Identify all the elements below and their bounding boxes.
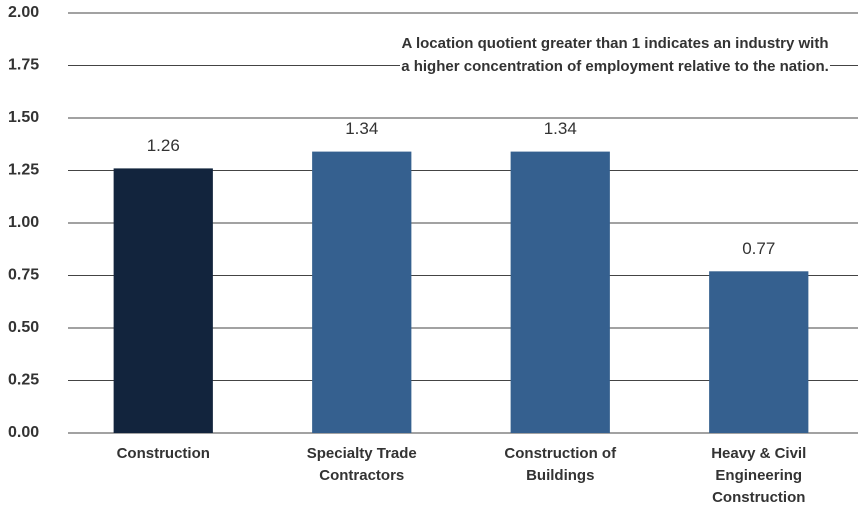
- y-tick-label: 1.50: [8, 109, 39, 126]
- data-label: 0.77: [742, 239, 775, 258]
- y-tick-label: 1.75: [8, 57, 39, 74]
- x-tick-label: Construction of Buildings: [504, 445, 617, 484]
- y-tick-label: 1.25: [8, 162, 39, 179]
- y-tick-label: 2.00: [8, 4, 39, 21]
- y-tick-label: 0.50: [8, 319, 39, 336]
- bar: [312, 151, 412, 433]
- y-tick-label: 1.00: [8, 214, 39, 231]
- bar: [709, 271, 809, 433]
- y-tick-label: 0.25: [8, 372, 39, 389]
- data-label: 1.34: [345, 119, 378, 138]
- bar: [510, 151, 610, 433]
- y-tick-label: 0.00: [8, 424, 39, 441]
- annotation: A location quotient greater than 1 indic…: [400, 30, 830, 80]
- y-tick-label: 0.75: [8, 267, 39, 284]
- bar: [113, 168, 213, 433]
- data-label: 1.34: [544, 119, 577, 138]
- x-tick-label: Specialty Trade Contractors: [306, 445, 417, 484]
- x-tick-label: Construction: [116, 445, 210, 462]
- x-tick-label: Heavy & Civil Engineering Construction: [711, 445, 807, 506]
- data-label: 1.26: [147, 136, 180, 155]
